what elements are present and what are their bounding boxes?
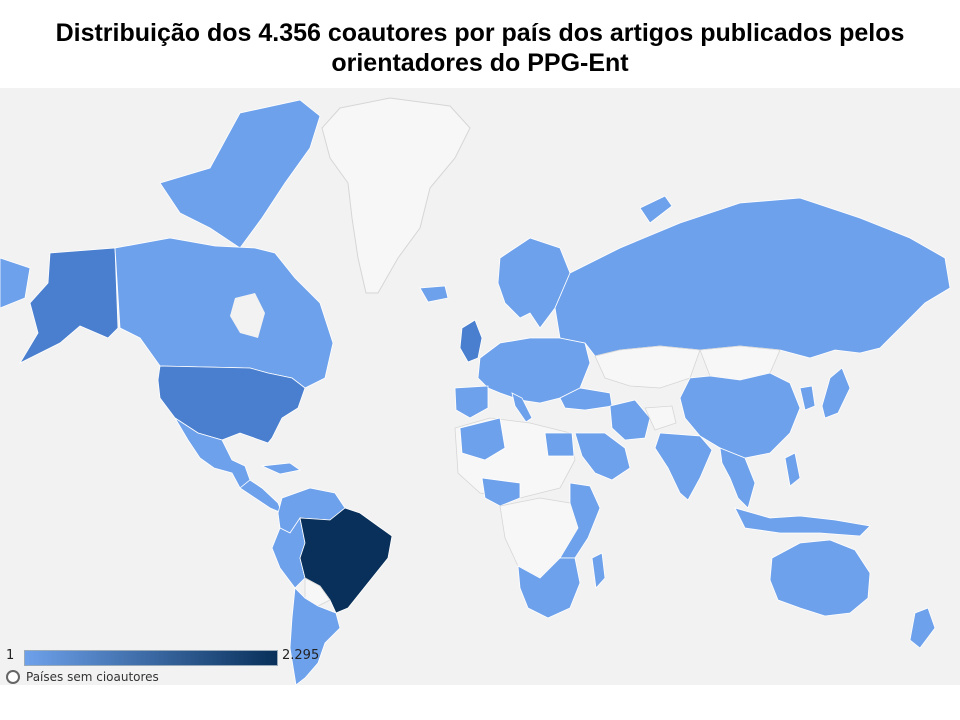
region-australia — [769, 539, 871, 617]
legend-max-label: 2.295 — [282, 648, 320, 663]
title-line-2: orientadores do PPG-Ent — [331, 49, 629, 77]
color-legend: 1 2.295 Países sem cioautores — [6, 648, 346, 688]
legend-no-data: Países sem cioautores — [6, 670, 159, 684]
region-iran — [609, 399, 651, 441]
region-iceland — [419, 285, 449, 303]
region-arabia — [574, 432, 631, 481]
legend-color-bar — [24, 650, 278, 666]
region-canada — [114, 237, 334, 389]
region-korea — [799, 385, 816, 411]
region-india — [654, 432, 713, 501]
region-bolivia — [304, 577, 331, 607]
region-uk — [459, 319, 483, 363]
region-argentina-chile — [289, 587, 341, 685]
region-canada-arctic — [159, 99, 321, 249]
region-philippines — [784, 452, 801, 487]
region-brazil — [299, 507, 393, 614]
region-caribbean — [260, 462, 301, 475]
region-hudson-bay — [230, 293, 265, 338]
region-indonesia — [734, 507, 871, 537]
region-japan — [821, 367, 851, 419]
region-southern-africa — [517, 557, 581, 619]
world-map-svg — [0, 88, 960, 685]
region-morocco-algeria — [459, 417, 506, 461]
region-china — [679, 372, 801, 459]
region-southeast-asia — [719, 447, 756, 509]
legend-no-data-label: Países sem cioautores — [26, 670, 159, 684]
region-egypt — [544, 432, 575, 457]
region-afghanistan — [644, 405, 677, 431]
no-data-ring-icon — [6, 670, 20, 684]
region-novaya-zemlya — [639, 195, 673, 224]
title-line-1: Distribuição dos 4.356 coautores por paí… — [55, 19, 905, 47]
chart-title: Distribuição dos 4.356 coautores por paí… — [0, 18, 960, 98]
region-alaska — [18, 247, 119, 364]
region-usa — [157, 365, 306, 444]
region-scandinavia — [497, 237, 571, 329]
region-greenland — [321, 97, 471, 294]
region-italy — [511, 392, 533, 423]
world-map — [0, 88, 960, 685]
region-madagascar — [591, 552, 606, 589]
legend-min-label: 1 — [6, 648, 15, 663]
region-west-africa — [481, 477, 521, 507]
region-iberia — [454, 385, 489, 419]
region-new-zealand — [909, 607, 936, 649]
region-alaska-west — [0, 257, 31, 309]
